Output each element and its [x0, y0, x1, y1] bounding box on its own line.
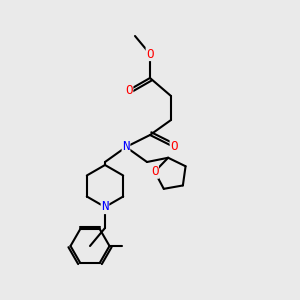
Text: O: O	[125, 83, 133, 97]
Text: O: O	[151, 165, 158, 178]
Text: O: O	[170, 140, 178, 154]
Text: N: N	[122, 140, 130, 154]
Text: N: N	[101, 200, 109, 214]
Text: O: O	[146, 47, 154, 61]
